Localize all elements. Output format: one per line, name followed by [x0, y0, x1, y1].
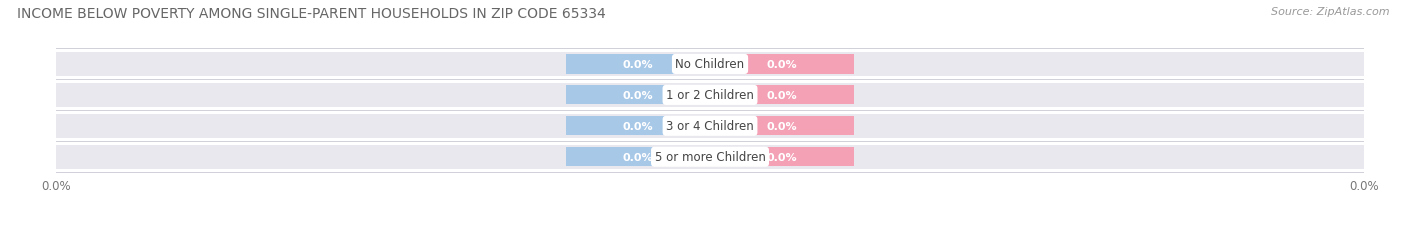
Bar	[56, 114, 1364, 138]
Text: 0.0%: 0.0%	[623, 60, 654, 70]
Bar	[710, 117, 853, 136]
Text: Source: ZipAtlas.com: Source: ZipAtlas.com	[1271, 7, 1389, 17]
Bar	[567, 55, 710, 74]
Text: 5 or more Children: 5 or more Children	[655, 151, 765, 164]
Legend: Single Father, Single Mother: Single Father, Single Mother	[600, 228, 820, 231]
Text: 0.0%: 0.0%	[766, 121, 797, 131]
Bar	[56, 53, 1364, 77]
Bar	[56, 83, 1364, 107]
Bar	[567, 117, 710, 136]
Text: No Children: No Children	[675, 58, 745, 71]
Text: 0.0%: 0.0%	[623, 152, 654, 162]
Bar	[710, 148, 853, 167]
Text: 0.0%: 0.0%	[766, 152, 797, 162]
Text: 0.0%: 0.0%	[623, 91, 654, 100]
Bar	[710, 86, 853, 105]
Text: 0.0%: 0.0%	[623, 121, 654, 131]
Text: 3 or 4 Children: 3 or 4 Children	[666, 120, 754, 133]
Bar	[567, 148, 710, 167]
Text: 0.0%: 0.0%	[766, 91, 797, 100]
Text: 1 or 2 Children: 1 or 2 Children	[666, 89, 754, 102]
Bar	[710, 55, 853, 74]
Bar	[567, 86, 710, 105]
Text: INCOME BELOW POVERTY AMONG SINGLE-PARENT HOUSEHOLDS IN ZIP CODE 65334: INCOME BELOW POVERTY AMONG SINGLE-PARENT…	[17, 7, 606, 21]
Text: 0.0%: 0.0%	[766, 60, 797, 70]
Bar	[56, 145, 1364, 169]
